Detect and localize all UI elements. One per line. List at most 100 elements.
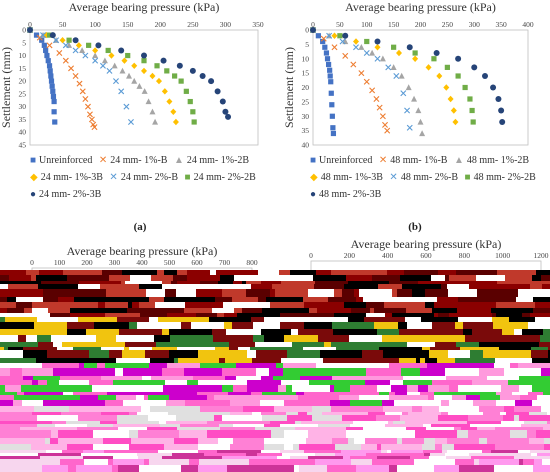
glitch-block [341, 450, 353, 453]
glitch-block [372, 459, 414, 465]
data-point [51, 109, 57, 115]
glitch-block [59, 380, 89, 385]
glitch-block [354, 289, 359, 297]
glitch-block [124, 380, 165, 385]
glitch-block [70, 308, 109, 313]
legend-b-row-3: ● 48 mm- 2%-3B [310, 189, 385, 200]
glitch-block [187, 270, 210, 275]
glitch-block [253, 335, 264, 342]
data-point [123, 103, 130, 110]
data-point [490, 84, 497, 91]
glitch-block [0, 342, 38, 347]
glitch-block [146, 289, 165, 297]
data-point [161, 88, 168, 95]
glitch-block [335, 453, 366, 456]
data-point [415, 107, 422, 114]
legend-item: ■ Unreinforced [310, 155, 373, 166]
glitch-block [298, 412, 307, 415]
glitch-block [283, 363, 316, 368]
glitch-block [236, 363, 276, 368]
glitch-block [295, 421, 301, 424]
data-point [358, 70, 365, 77]
glitch-block [381, 450, 387, 453]
glitch-block [129, 430, 138, 438]
x-tick-label: 400 [382, 251, 394, 260]
data-point [189, 67, 196, 74]
glitch-block [491, 308, 533, 313]
legend-a-row-1: ■ Unreinforced ✕ 24 mm- 1%-B ▲ 24 mm- 1%-2B [30, 155, 253, 166]
glitch-block [247, 350, 256, 358]
glitch-block [381, 444, 422, 450]
glitch-block [118, 427, 143, 430]
glitch-block [280, 322, 304, 329]
data-point [101, 57, 108, 64]
data-point [433, 50, 440, 56]
glitch-block [0, 459, 37, 465]
legend-marker-x-icon: ✕ [389, 172, 398, 183]
data-point [324, 56, 331, 62]
legend-marker-circle-icon: ● [310, 189, 317, 200]
glitch-block [273, 376, 300, 380]
glitch-block [496, 313, 522, 317]
glitch-block [304, 322, 332, 329]
glitch-block [32, 302, 56, 308]
glitch-block [138, 430, 179, 438]
glitch-block [152, 347, 177, 350]
glitch-block [50, 313, 70, 317]
glitch-block [123, 400, 166, 406]
glitch-block [246, 289, 270, 297]
glitch-block [331, 406, 358, 412]
glitch-block [495, 358, 532, 363]
glitch-block [149, 308, 184, 313]
glitch-block [432, 380, 472, 385]
series-48-mm-2-b [310, 27, 413, 131]
glitch-block [157, 270, 164, 275]
glitch-block [0, 430, 29, 438]
glitch-block [446, 456, 450, 459]
glitch-block [533, 308, 550, 313]
glitch-block [144, 395, 148, 400]
glitch-block [366, 453, 390, 456]
glitch-block [331, 342, 371, 347]
glitch-block [0, 438, 13, 444]
glitch-block [105, 313, 140, 317]
y-tick-label: 30 [19, 102, 27, 111]
glitch-block [165, 289, 176, 297]
glitch-block [101, 412, 129, 415]
glitch-block [163, 335, 170, 342]
glitch-block [197, 284, 222, 289]
y-axis-title: Settlement (mm) [282, 47, 296, 128]
glitch-block [407, 363, 427, 368]
glitch-block [378, 284, 402, 289]
glitch-block [117, 317, 149, 322]
data-point [327, 67, 333, 73]
glitch-block [497, 281, 525, 284]
glitch-block [448, 412, 483, 415]
glitch-block [144, 459, 149, 465]
glitch-block [366, 368, 401, 376]
glitch-block [116, 358, 150, 363]
x-tick-label: 800 [246, 258, 258, 267]
glitch-block [270, 302, 304, 308]
data-point [131, 77, 138, 84]
glitch-block [472, 329, 502, 335]
glitch-block [261, 412, 286, 415]
data-point [190, 109, 196, 115]
glitch-block [364, 317, 405, 322]
glitch-block [18, 335, 26, 342]
glitch-block [266, 297, 303, 302]
glitch-block [454, 363, 494, 368]
glitch-block [280, 313, 293, 317]
data-point [330, 130, 337, 137]
glitch-block [384, 302, 425, 308]
glitch-block [232, 322, 243, 329]
glitch-block [176, 415, 214, 421]
series-unreinforced [310, 27, 337, 137]
glitch-block [477, 427, 495, 430]
glitch-block [77, 358, 116, 363]
data-point [353, 38, 359, 45]
glitch-block [115, 363, 149, 368]
glitch-block [0, 406, 34, 412]
glitch-block [405, 317, 421, 322]
glitch-block [297, 308, 309, 313]
